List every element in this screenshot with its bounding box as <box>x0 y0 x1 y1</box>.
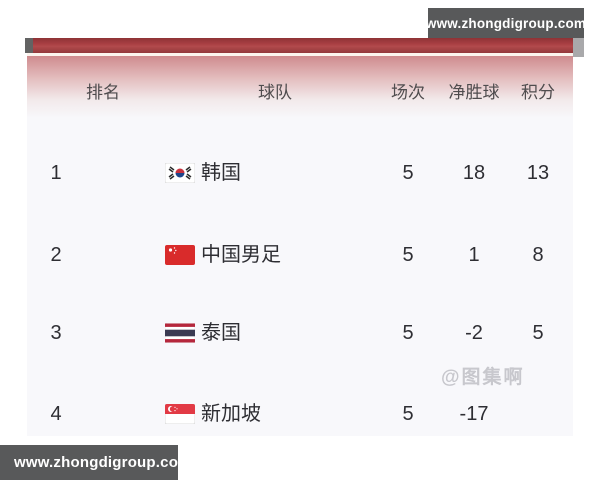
rank-value: 3 <box>50 322 62 344</box>
top-red-bar <box>27 38 573 53</box>
china-flag-icon <box>165 245 195 265</box>
points-value: 8 <box>532 244 544 266</box>
watermark-badge-bottom: www.zhongdigroup.com <box>0 445 191 480</box>
team-name: 韩国 <box>201 162 241 184</box>
goal-diff-value: -17 <box>459 403 489 425</box>
photo-watermark: @图集啊 <box>441 367 525 388</box>
header-goal-diff: 净胜球 <box>448 83 500 102</box>
bar-left-edge <box>25 38 33 53</box>
played-value: 5 <box>402 403 414 425</box>
table-row: 3 泰国 5 -2 5 <box>27 318 573 348</box>
goal-diff-value: 1 <box>468 244 480 266</box>
table-row: 4 新加坡 5 -17 <box>27 399 573 429</box>
played-value: 5 <box>402 244 414 266</box>
played-value: 5 <box>402 162 414 184</box>
team-name: 泰国 <box>201 322 241 344</box>
team-name: 新加坡 <box>201 403 261 425</box>
watermark-text-top: www.zhongdigroup.com <box>425 15 587 31</box>
standings-panel: 排名 球队 场次 净胜球 积分 1 韩国 5 18 13 2 <box>25 38 584 436</box>
points-value: 5 <box>532 322 544 344</box>
header-team: 球队 <box>258 83 292 102</box>
played-value: 5 <box>402 322 414 344</box>
points-value: 13 <box>526 162 550 184</box>
korea-flag-icon <box>165 163 195 183</box>
watermark-badge-top: www.zhongdigroup.com <box>425 8 587 38</box>
rank-value: 2 <box>50 244 62 266</box>
header-played: 场次 <box>391 83 425 102</box>
bar-right-edge <box>573 38 584 57</box>
table-row: 2 中国男足 5 1 8 <box>27 240 573 270</box>
rank-value: 4 <box>50 403 62 425</box>
divider-line <box>27 53 573 56</box>
header-rank: 排名 <box>86 83 120 102</box>
table-row: 1 韩国 5 18 13 <box>27 158 573 188</box>
goal-diff-value: -2 <box>465 322 483 344</box>
watermark-text-bottom: www.zhongdigroup.com <box>14 454 192 471</box>
rank-value: 1 <box>50 162 62 184</box>
singapore-flag-icon <box>165 404 195 424</box>
thailand-flag-icon <box>165 323 195 343</box>
goal-diff-value: 18 <box>462 162 486 184</box>
team-name: 中国男足 <box>201 244 281 266</box>
table-header-background <box>27 56 573 118</box>
header-points: 积分 <box>521 83 555 102</box>
